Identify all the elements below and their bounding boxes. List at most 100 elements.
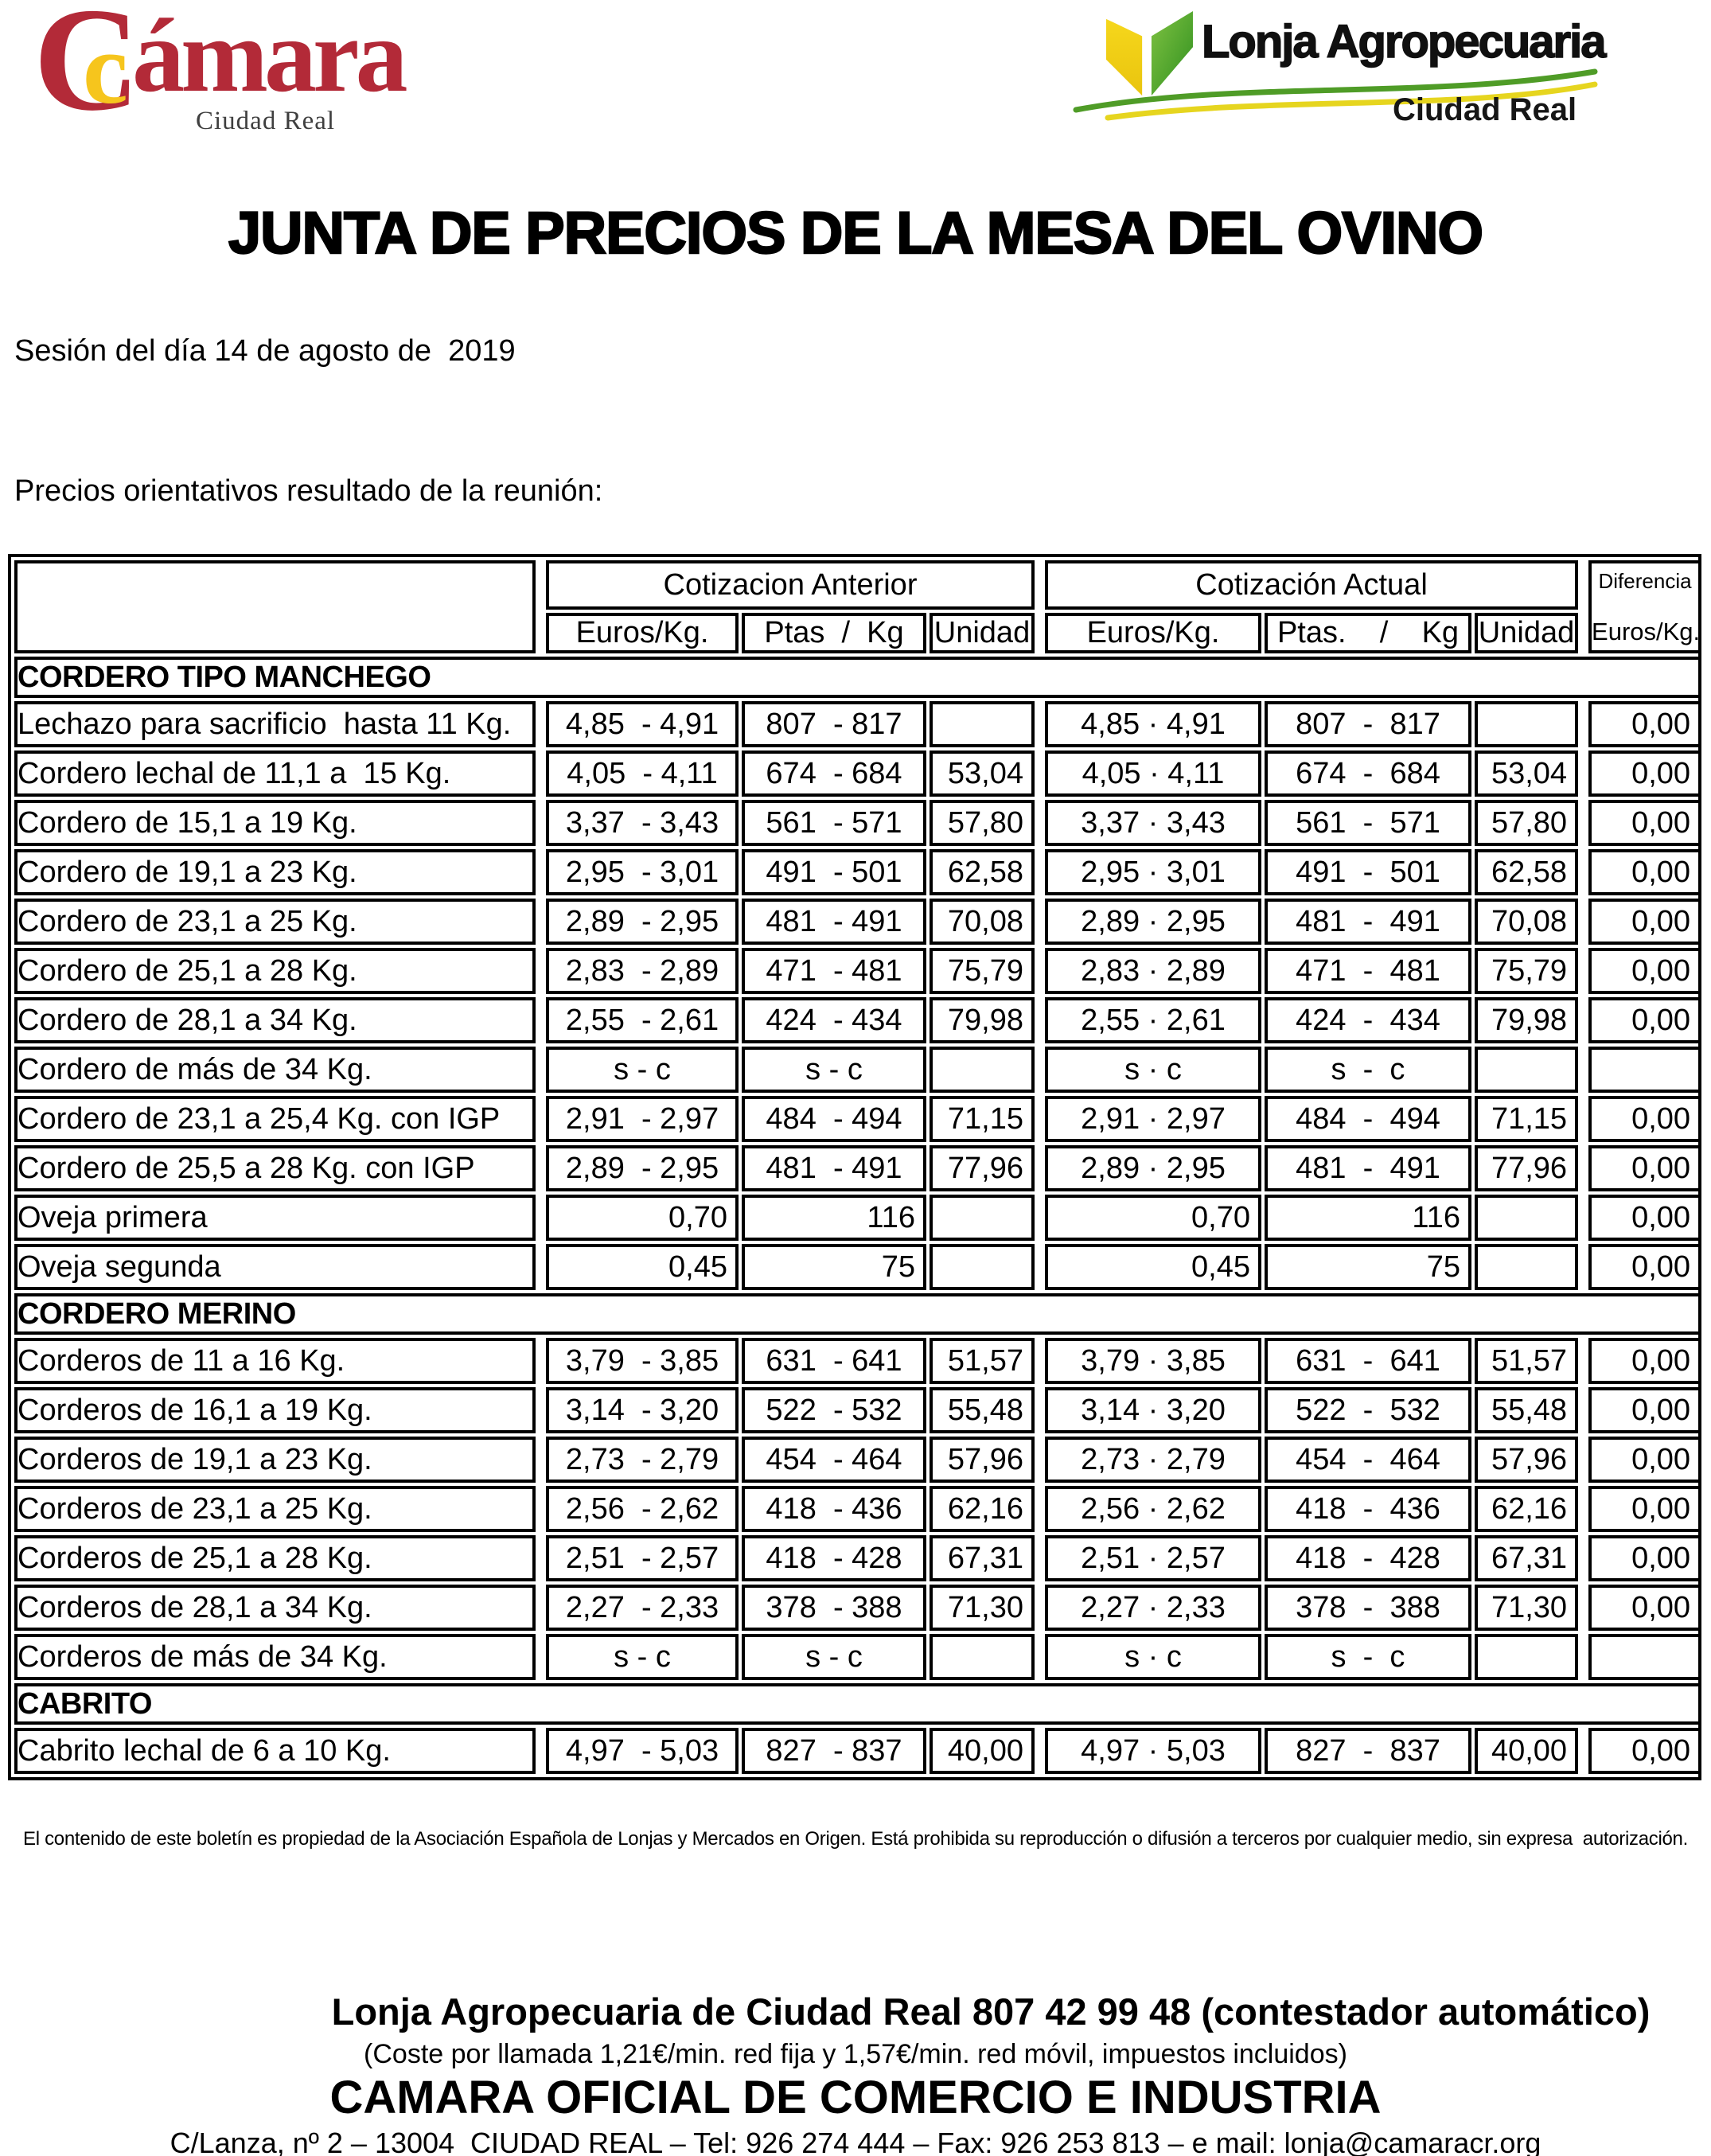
table-row: Corderos de 11 a 16 Kg. 3,79 - 3,85 631 - … xyxy=(14,1338,1702,1384)
section-row: CORDERO TIPO MANCHEGO xyxy=(14,657,1702,698)
spacer xyxy=(1581,1244,1585,1290)
spacer xyxy=(1581,1486,1585,1532)
cell-category-label: Cordero lechal de 11,1 a 15 Kg. xyxy=(14,751,536,797)
cell-anterior-ptas: 116 xyxy=(742,1195,926,1241)
cell-actual-ptas: 491 - 501 xyxy=(1265,849,1471,895)
subheader-anterior-euros: Euros/Kg. xyxy=(546,613,739,653)
cell-anterior-euros: 2,56 - 2,62 xyxy=(546,1486,739,1532)
spacer xyxy=(539,899,543,945)
cell-diferencia: 0,00 xyxy=(1588,948,1702,994)
subheader-actual-unidad: Unidad xyxy=(1475,613,1579,653)
spacer xyxy=(539,1195,543,1241)
lonja-logo-mark-icon xyxy=(1105,11,1193,96)
spacer xyxy=(1038,1338,1042,1384)
cell-actual-ptas: 418 - 436 xyxy=(1265,1486,1471,1532)
table-row: Oveja primera 0,70 116 0,70 116 0,00 xyxy=(14,1195,1702,1241)
cell-actual-euros: 2,91 · 2,97 xyxy=(1045,1096,1261,1142)
spacer xyxy=(1581,1437,1585,1483)
cell-anterior-ptas: 418 - 436 xyxy=(742,1486,926,1532)
cell-actual-unidad: 71,30 xyxy=(1475,1585,1579,1631)
cell-anterior-ptas: 522 - 532 xyxy=(742,1387,926,1433)
spacer xyxy=(1038,1195,1042,1241)
cell-actual-unidad xyxy=(1475,1244,1579,1290)
cell-actual-euros: 4,85 · 4,91 xyxy=(1045,701,1261,747)
cell-actual-euros: 0,45 xyxy=(1045,1244,1261,1290)
spacer xyxy=(1038,1585,1042,1631)
cell-anterior-euros: 2,89 - 2,95 xyxy=(546,899,739,945)
cell-actual-euros: 2,89 · 2,95 xyxy=(1045,899,1261,945)
spacer xyxy=(539,948,543,994)
cell-diferencia: 0,00 xyxy=(1588,1338,1702,1384)
table-header-row: Cotizacion Anterior Cotización Actual Dife… xyxy=(14,560,1702,653)
cell-actual-ptas: 418 - 428 xyxy=(1265,1535,1471,1581)
spacer xyxy=(1581,1634,1585,1680)
cell-actual-euros: 3,79 · 3,85 xyxy=(1045,1338,1261,1384)
cell-diferencia: 0,00 xyxy=(1588,1145,1702,1191)
cell-category-label: Cordero de 25,1 a 28 Kg. xyxy=(14,948,536,994)
spacer xyxy=(1038,948,1042,994)
table-subheader-row: Euros/Kg. Ptas / Kg Unidad Euros/Kg. Ptas. /… xyxy=(14,613,1701,653)
spacer xyxy=(1581,1338,1585,1384)
cell-anterior-unidad: 53,04 xyxy=(930,751,1035,797)
cell-actual-unidad: 67,31 xyxy=(1475,1535,1579,1581)
cell-anterior-unidad: 62,16 xyxy=(930,1486,1035,1532)
cell-anterior-euros: 2,27 - 2,33 xyxy=(546,1585,739,1631)
header-cotizacion-actual: Cotización Actual xyxy=(1045,560,1579,610)
cell-anterior-unidad: 40,00 xyxy=(930,1728,1035,1774)
subheader-anterior-unidad: Unidad xyxy=(930,613,1035,653)
spacer xyxy=(1581,899,1585,945)
spacer xyxy=(539,1486,543,1532)
cell-anterior-unidad: 55,48 xyxy=(930,1387,1035,1433)
header-diferencia-line1: Diferencia xyxy=(1598,569,1692,593)
spacer xyxy=(1581,997,1585,1043)
cell-anterior-ptas: 424 - 434 xyxy=(742,997,926,1043)
cell-diferencia: 0,00 xyxy=(1588,1728,1702,1774)
cell-category-label: Cordero de 15,1 a 19 Kg. xyxy=(14,800,536,846)
cell-actual-unidad: 71,15 xyxy=(1475,1096,1579,1142)
spacer xyxy=(1038,800,1042,846)
spacer xyxy=(539,1145,543,1191)
cell-anterior-euros: 2,95 - 3,01 xyxy=(546,849,739,895)
cell-category-label: Corderos de 11 a 16 Kg. xyxy=(14,1338,536,1384)
spacer xyxy=(1038,899,1042,945)
cell-actual-euros: 2,83 · 2,89 xyxy=(1045,948,1261,994)
table-row: Corderos de 19,1 a 23 Kg. 2,73 - 2,79 454 … xyxy=(14,1437,1702,1483)
lonja-logo-title: Lonja Agropecuaria xyxy=(1201,16,1607,68)
cell-anterior-euros: 0,45 xyxy=(546,1244,739,1290)
cell-actual-unidad xyxy=(1475,1634,1579,1680)
table-row: Oveja segunda 0,45 75 0,45 75 0,00 xyxy=(14,1244,1702,1290)
cell-actual-unidad: 75,79 xyxy=(1475,948,1579,994)
cell-category-label: Cordero de 23,1 a 25 Kg. xyxy=(14,899,536,945)
cell-category-label: Corderos de 16,1 a 19 Kg. xyxy=(14,1387,536,1433)
table-row: Cordero de 25,5 a 28 Kg. con IGP 2,89 - 2… xyxy=(14,1145,1702,1191)
cell-category-label: Lechazo para sacrificio hasta 11 Kg. xyxy=(14,701,536,747)
spacer xyxy=(1038,751,1042,797)
spacer xyxy=(539,560,543,653)
table-row: Cordero de 15,1 a 19 Kg. 3,37 - 3,43 561 -… xyxy=(14,800,1702,846)
cell-actual-ptas: 75 xyxy=(1265,1244,1471,1290)
cell-category-label: Cordero de 25,5 a 28 Kg. con IGP xyxy=(14,1145,536,1191)
spacer xyxy=(1038,1535,1042,1581)
header-diferencia: Diferencia Euros/Kg. xyxy=(1588,560,1702,653)
spacer xyxy=(539,1096,543,1142)
cell-category-label: Cordero de 23,1 a 25,4 Kg. con IGP xyxy=(14,1096,536,1142)
subheader-anterior-ptas: Ptas / Kg xyxy=(742,613,926,653)
spacer xyxy=(1581,1047,1585,1093)
cell-category-label: Cordero de más de 34 Kg. xyxy=(14,1047,536,1093)
cell-actual-unidad: 57,80 xyxy=(1475,800,1579,846)
spacer xyxy=(1038,701,1042,747)
table-row: Cordero de 23,1 a 25,4 Kg. con IGP 2,91 -… xyxy=(14,1096,1702,1142)
spacer xyxy=(1038,849,1042,895)
cell-diferencia: 0,00 xyxy=(1588,997,1702,1043)
cell-anterior-unidad xyxy=(930,1047,1035,1093)
table-row: Lechazo para sacrificio hasta 11 Kg. 4,85… xyxy=(14,701,1702,747)
spacer xyxy=(1581,1096,1585,1142)
cell-anterior-unidad xyxy=(930,1244,1035,1290)
table-row: Corderos de 25,1 a 28 Kg. 2,51 - 2,57 418 … xyxy=(14,1535,1702,1581)
table-row: Cordero de 19,1 a 23 Kg. 2,95 - 3,01 491 -… xyxy=(14,849,1702,895)
cell-anterior-euros: s - c xyxy=(546,1634,739,1680)
cell-anterior-ptas: s - c xyxy=(742,1047,926,1093)
cell-anterior-euros: 3,14 - 3,20 xyxy=(546,1387,739,1433)
cell-anterior-euros: s - c xyxy=(546,1047,739,1093)
